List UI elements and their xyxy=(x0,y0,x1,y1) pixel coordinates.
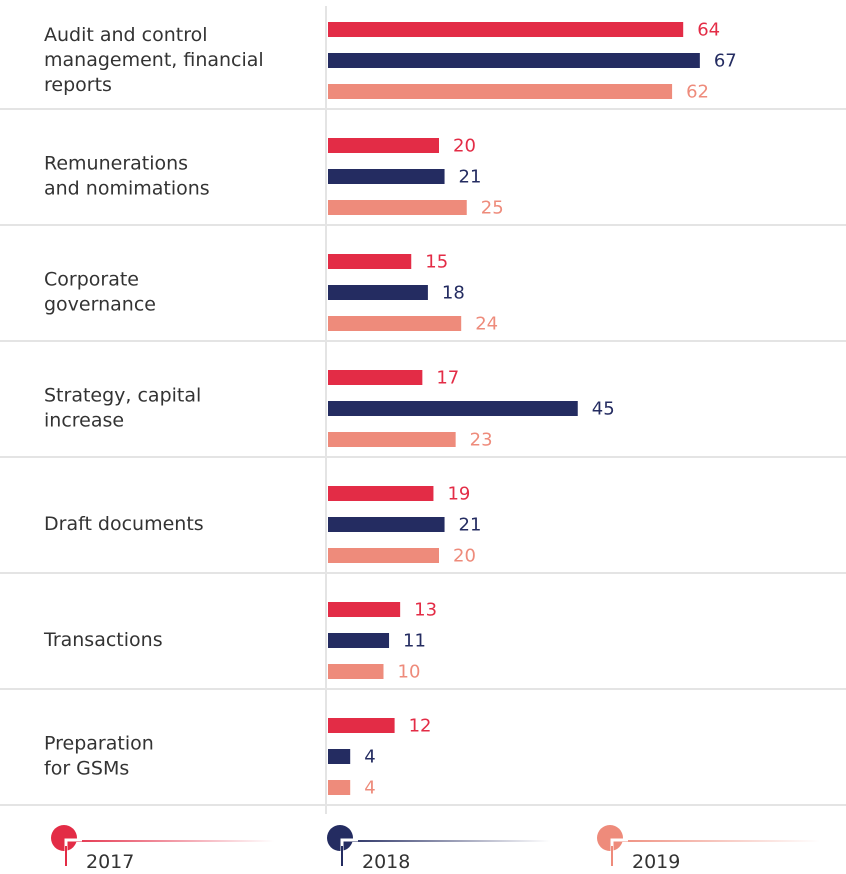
value-label-2019: 62 xyxy=(686,82,709,103)
legend-item-2018: 2018 xyxy=(327,825,550,873)
value-label-2018: 18 xyxy=(442,283,465,304)
legend: 2017 2018 2019 xyxy=(51,825,820,873)
bar-2017 xyxy=(328,254,412,269)
legend-label-2017: 2017 xyxy=(86,851,134,873)
value-label-2019: 23 xyxy=(470,430,493,451)
category-label-line: Audit and control xyxy=(44,24,208,46)
value-label-2018: 67 xyxy=(714,51,737,72)
legend-line xyxy=(64,840,274,842)
bar-2017 xyxy=(328,138,439,153)
bar-2019 xyxy=(328,432,456,447)
bar-2017 xyxy=(328,486,434,501)
legend-line xyxy=(340,840,550,842)
bar-2017 xyxy=(328,718,395,733)
value-label-2019: 20 xyxy=(453,546,476,567)
legend-label-2019: 2019 xyxy=(632,851,680,873)
category-label-line: Strategy, capital xyxy=(44,385,201,407)
bar-2017 xyxy=(328,602,401,617)
value-label-2017: 64 xyxy=(697,20,720,41)
category-label: Audit and control management, financial re… xyxy=(44,24,264,96)
value-label-2017: 17 xyxy=(436,368,459,389)
legend-marker xyxy=(327,825,353,851)
value-label-2018: 11 xyxy=(403,631,426,652)
value-label-2019: 24 xyxy=(475,314,498,335)
value-label-2018: 21 xyxy=(459,515,482,536)
category-label-line: and nomimations xyxy=(44,178,210,200)
bar-2018 xyxy=(328,401,578,416)
legend-marker xyxy=(51,825,77,851)
category-label-line: increase xyxy=(44,410,124,432)
category-label-line: Remunerations xyxy=(44,153,188,175)
legend-item-2017: 2017 xyxy=(51,825,274,873)
category-label-line: governance xyxy=(44,294,156,316)
value-label-2017: 19 xyxy=(447,484,470,505)
bar-2017 xyxy=(328,370,423,385)
bar-2018 xyxy=(328,749,351,764)
category-label-line: for GSMs xyxy=(44,758,129,780)
value-label-2017: 12 xyxy=(409,716,432,737)
category-label: Transactions xyxy=(43,629,163,651)
category-label-line: management, financial xyxy=(44,49,264,71)
category-label: Draft documents xyxy=(44,513,204,535)
legend-line xyxy=(610,840,820,842)
category-label: Strategy, capital increase xyxy=(44,385,201,432)
value-label-2018: 4 xyxy=(364,747,375,768)
bar-2018 xyxy=(328,517,445,532)
group-separators xyxy=(0,108,846,806)
bar-2019 xyxy=(328,84,673,99)
bar-2018 xyxy=(328,285,428,300)
legend-label-2018: 2018 xyxy=(362,851,410,873)
value-label-2017: 15 xyxy=(425,252,448,273)
bar-2019 xyxy=(328,780,351,795)
category-label: Preparation for GSMs xyxy=(44,733,154,780)
bars xyxy=(328,22,700,795)
legend-marker xyxy=(597,825,623,851)
value-label-2018: 21 xyxy=(459,167,482,188)
bar-2018 xyxy=(328,53,700,68)
value-label-2019: 25 xyxy=(481,198,504,219)
category-label: Corporate governance xyxy=(44,269,156,316)
legend-item-2019: 2019 xyxy=(597,825,820,873)
category-label-line: Preparation xyxy=(44,733,154,755)
value-label-2018: 45 xyxy=(592,399,615,420)
category-label-line: Transactions xyxy=(43,629,163,651)
value-label-2019: 10 xyxy=(398,662,421,683)
category-labels: Audit and control management, financial re… xyxy=(43,24,264,780)
bar-2019 xyxy=(328,200,467,215)
bar-2017 xyxy=(328,22,684,37)
bar-2019 xyxy=(328,548,439,563)
value-label-2017: 20 xyxy=(453,136,476,157)
bar-2019 xyxy=(328,316,462,331)
category-label: Remunerations and nomimations xyxy=(44,153,210,200)
bar-2018 xyxy=(328,169,445,184)
value-label-2017: 13 xyxy=(414,600,437,621)
category-label-line: Corporate xyxy=(44,269,139,291)
bar-2019 xyxy=(328,664,384,679)
category-label-line: Draft documents xyxy=(44,513,204,535)
value-label-2019: 4 xyxy=(364,778,375,799)
bar-2018 xyxy=(328,633,390,648)
category-label-line: reports xyxy=(44,74,112,96)
